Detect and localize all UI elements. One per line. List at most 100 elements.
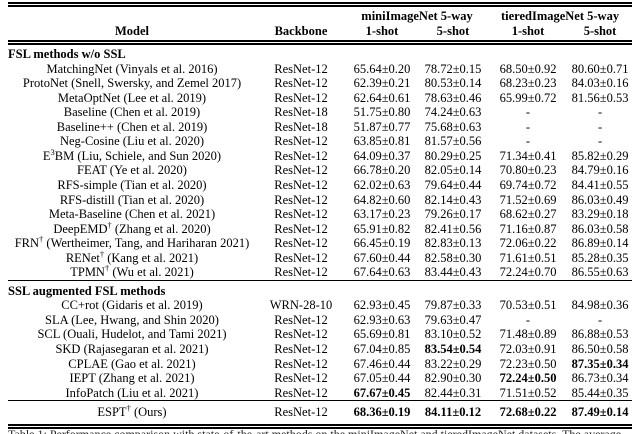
backbone-value: WRN-28-10	[269, 298, 333, 313]
model-name: RFS-distill (Tian et al. 2020)	[59, 192, 205, 207]
col-header-tiered-5shot: 5-shot	[568, 23, 633, 46]
table-row: Baseline (Chen et al. 2019) ResNet-18 51.7…	[8, 105, 632, 120]
model-name: MatchingNet (Vinyals et al. 2016)	[46, 61, 218, 76]
model-name: SKD (Rajasegaran et al. 2021)	[55, 342, 209, 357]
model-name: CC+rot (Gidaris et al. 2019)	[61, 298, 203, 313]
model-name: SCL (Ouali, Hudelot, and Tami 2021)	[37, 327, 227, 342]
accuracy-value: 86.88±0.53	[571, 327, 629, 342]
header-sub-row: Model Backbone 1-shot 5-shot 1-shot 5-sh…	[8, 23, 633, 46]
accuracy-value: 71.51±0.52	[499, 385, 557, 400]
accuracy-value: 65.91±0.82	[353, 221, 411, 236]
accuracy-value: 65.99±0.72	[499, 90, 557, 105]
table-row: FRN† (Wertheimer, Tang, and Hariharan 20…	[8, 236, 632, 251]
accuracy-value: 67.67±0.45	[353, 385, 411, 400]
accuracy-value: 85.44±0.35	[571, 385, 629, 400]
backbone-value: ResNet-12	[274, 76, 328, 91]
table-row: FEAT (Ye et al. 2020) ResNet-12 66.78±0.20…	[8, 163, 632, 178]
accuracy-value: 69.74±0.72	[499, 178, 557, 193]
table-row: RFS-simple (Tian et al. 2020) ResNet-12 62…	[8, 178, 632, 193]
backbone-value: ResNet-12	[274, 90, 328, 105]
accuracy-value: 65.69±0.81	[353, 327, 411, 342]
accuracy-value: 79.64±0.44	[424, 178, 482, 193]
accuracy-value: 79.87±0.33	[424, 298, 482, 313]
accuracy-value: 82.58±0.30	[424, 250, 482, 265]
accuracy-value: 82.83±0.13	[424, 236, 482, 251]
accuracy-value: 67.05±0.44	[353, 371, 411, 386]
backbone-value: ResNet-12	[274, 192, 328, 207]
model-name: SLA (Lee, Hwang, and Shin 2020)	[45, 312, 219, 327]
model-name: MetaOptNet (Lee et al. 2019)	[57, 90, 207, 105]
table-row: IEPT (Zhang et al. 2021) ResNet-12 67.05±0…	[8, 371, 632, 386]
results-tbody: FSL methods w/o SSL MatchingNet (Vinyals …	[8, 43, 633, 429]
accuracy-value: 83.44±0.43	[424, 265, 482, 280]
model-name: Meta-Baseline (Chen et al. 2021)	[48, 207, 216, 222]
table-row: ESPT† (Ours) ResNet-12 68.36±0.19 84.11±0.1…	[8, 400, 633, 429]
col-header-backbone: Backbone	[256, 23, 346, 46]
accuracy-value: 86.03±0.58	[571, 221, 629, 236]
accuracy-value: 72.23±0.50	[499, 356, 557, 371]
table-caption: Table 1: Performance comparison with sta…	[8, 427, 622, 434]
superscript-marker: †	[126, 403, 131, 414]
accuracy-value: 68.50±0.92	[499, 61, 557, 76]
accuracy-value: 87.35±0.34	[571, 356, 629, 371]
col-header-model: Model	[8, 23, 256, 46]
accuracy-value: 79.26±0.17	[424, 207, 482, 222]
model-name: FRN† (Wertheimer, Tang, and Hariharan 20…	[8, 236, 256, 251]
table-row: TPMN† (Wu et al. 2021) ResNet-12 67.64±0.6…	[8, 265, 632, 280]
section-header-row: SSL augmented FSL methods	[8, 279, 633, 299]
col-header-mini-1shot: 1-shot	[346, 23, 418, 46]
table-row: Baseline++ (Chen et al. 2019) ResNet-18 51…	[8, 120, 632, 135]
model-name: IEPT (Zhang et al. 2021)	[69, 371, 195, 386]
superscript-marker: †	[107, 221, 112, 230]
accuracy-value: 83.54±0.54	[424, 342, 482, 357]
accuracy-value: 51.75±0.80	[353, 105, 411, 120]
accuracy-value: 82.41±0.56	[424, 221, 482, 236]
backbone-value: ResNet-12	[274, 250, 328, 265]
accuracy-value: 82.05±0.14	[424, 163, 482, 178]
accuracy-value: 85.82±0.29	[571, 148, 629, 163]
table-row: DeepEMD† (Zhang et al. 2020) ResNet-12 65.…	[8, 222, 632, 237]
accuracy-value: 71.61±0.51	[499, 250, 557, 265]
accuracy-value: 74.24±0.63	[424, 105, 482, 120]
col-header-tiered-1shot: 1-shot	[488, 23, 569, 46]
model-name: RENet† (Kang et al. 2021)	[8, 251, 256, 266]
accuracy-value: 81.56±0.53	[571, 90, 629, 105]
model-name: ProtoNet (Snell, Swersky, and Zemel 2017…	[22, 76, 242, 91]
accuracy-value: 82.44±0.31	[424, 385, 482, 400]
superscript-marker: †	[99, 250, 105, 259]
accuracy-value: 84.03±0.16	[571, 76, 629, 91]
accuracy-value: 71.48±0.89	[499, 327, 557, 342]
accuracy-value: 81.57±0.56	[424, 134, 482, 149]
header-group-row: miniImageNet 5-way tieredImageNet 5-way	[8, 1, 633, 24]
col-header-mini-5shot: 5-shot	[418, 23, 489, 46]
accuracy-value: 62.39±0.21	[353, 76, 411, 91]
accuracy-value: -	[597, 134, 603, 149]
table-row: MetaOptNet (Lee et al. 2019) ResNet-12 62.…	[8, 91, 632, 106]
accuracy-value: 70.80±0.23	[499, 163, 557, 178]
accuracy-value: 72.03±0.91	[499, 342, 557, 357]
model-name: FEAT (Ye et al. 2020)	[77, 163, 187, 178]
table-row: SCL (Ouali, Hudelot, and Tami 2021) ResNe…	[8, 327, 632, 342]
accuracy-value: 78.72±0.15	[424, 61, 482, 76]
accuracy-value: 71.34±0.41	[499, 148, 557, 163]
table-row: CC+rot (Gidaris et al. 2019) WRN-28-10 62.…	[8, 298, 632, 313]
accuracy-value: 70.53±0.51	[499, 298, 557, 313]
backbone-value: ResNet-12	[274, 61, 328, 76]
accuracy-value: 82.90±0.30	[424, 371, 482, 386]
accuracy-value: 85.28±0.35	[571, 250, 629, 265]
accuracy-value: 68.23±0.23	[499, 76, 557, 91]
section-title: SSL augmented FSL methods	[8, 279, 633, 299]
accuracy-value: -	[525, 134, 531, 149]
model-name: Baseline++ (Chen et al. 2019)	[56, 119, 208, 134]
backbone-value: ResNet-12	[274, 327, 328, 342]
accuracy-value: 72.06±0.22	[499, 236, 557, 251]
accuracy-value: 51.87±0.77	[353, 119, 411, 134]
accuracy-value: 86.73±0.34	[571, 371, 629, 386]
accuracy-value: -	[597, 119, 603, 134]
accuracy-value: 79.63±0.47	[424, 312, 482, 327]
accuracy-value: 62.93±0.45	[353, 298, 411, 313]
table-row: RENet† (Kang et al. 2021) ResNet-12 67.60±…	[8, 251, 632, 266]
table-row: MatchingNet (Vinyals et al. 2016) ResNet-…	[8, 62, 632, 77]
accuracy-value: 71.52±0.69	[499, 192, 557, 207]
